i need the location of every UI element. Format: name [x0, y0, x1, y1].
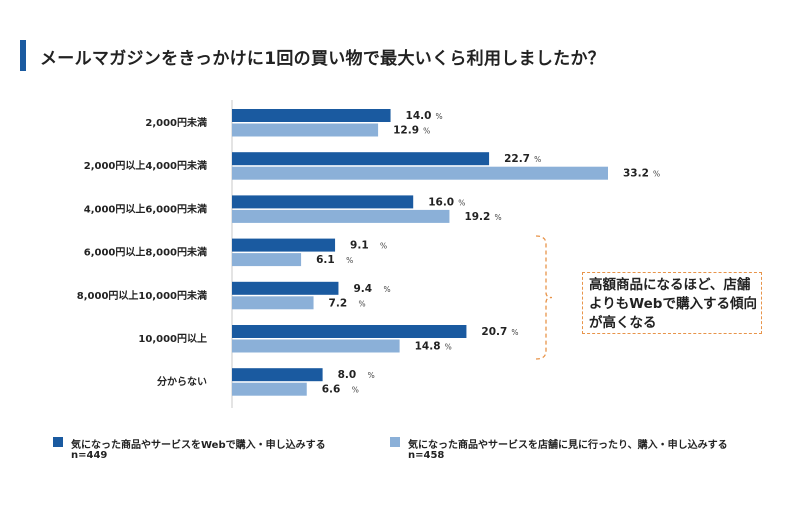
- bar-store: [232, 253, 302, 267]
- data-label: 6.1: [316, 254, 335, 266]
- bar-web: [232, 281, 339, 295]
- bar-store: [232, 339, 400, 353]
- data-label: 16.0: [428, 196, 454, 208]
- data-label: 22.7: [504, 153, 530, 165]
- bar-store: [232, 382, 307, 396]
- legend-swatch-store: [390, 437, 400, 447]
- data-label: 7.2: [329, 297, 348, 309]
- category-label: 10,000円以上: [138, 332, 207, 345]
- legend-n-web: n=449: [71, 450, 108, 461]
- data-label: 12.9: [393, 125, 419, 137]
- data-label: 9.4: [353, 283, 372, 295]
- data-label-unit: %: [458, 198, 465, 207]
- category-label: 分からない: [157, 375, 207, 388]
- data-label-unit: %: [359, 299, 366, 308]
- data-label: 19.2: [464, 211, 490, 223]
- bar-web: [232, 152, 490, 166]
- bar-web: [232, 325, 467, 338]
- legend-label-web: 気になった商品やサービスをWebで購入・申し込みする: [71, 440, 326, 451]
- bar-web: [232, 368, 323, 382]
- data-label: 20.7: [481, 326, 507, 338]
- annotation-callout: 高額商品になるほど、店舗 よりもWebで購入する傾向 が高くなる: [582, 272, 762, 334]
- data-label: 33.2: [623, 168, 649, 180]
- callout-line: 高額商品になるほど、店舗: [589, 277, 751, 293]
- data-label-unit: %: [534, 155, 541, 164]
- bar-store: [232, 123, 379, 137]
- bar-web: [232, 238, 336, 252]
- category-label: 6,000円以上8,000円未満: [84, 246, 207, 259]
- bar-web: [232, 195, 414, 209]
- data-label-unit: %: [383, 285, 390, 294]
- chart-title: メールマガジンをきっかけに1回の買い物で最大いくら利用しましたか？: [40, 49, 606, 69]
- callout-line: よりもWebで購入する傾向: [589, 296, 757, 312]
- data-label-unit: %: [346, 256, 353, 265]
- category-label: 4,000円以上6,000円未満: [84, 202, 207, 215]
- data-label-unit: %: [511, 328, 518, 337]
- data-label: 9.1: [350, 240, 369, 252]
- bar-store: [232, 209, 450, 223]
- data-label-unit: %: [445, 343, 452, 352]
- data-label-unit: %: [352, 386, 359, 395]
- data-label-unit: %: [368, 371, 375, 380]
- data-label: 14.8: [415, 341, 441, 353]
- data-label-unit: %: [423, 127, 430, 136]
- data-label: 14.0: [406, 110, 432, 122]
- bar-store: [232, 296, 314, 310]
- category-label: 2,000円以上4,000円未満: [84, 159, 207, 172]
- annotation-bracket: [535, 235, 553, 360]
- category-label: 2,000円未満: [145, 116, 207, 129]
- title-accent-bar: [20, 40, 26, 71]
- bar-store: [232, 166, 608, 180]
- category-label: 8,000円以上10,000円未満: [77, 289, 207, 302]
- data-label: 8.0: [338, 369, 357, 381]
- legend-label-store: 気になった商品やサービスを店舗に見に行ったり、購入・申し込みする: [408, 440, 728, 451]
- data-label-unit: %: [653, 170, 660, 179]
- data-label: 6.6: [322, 384, 341, 396]
- data-label-unit: %: [436, 112, 443, 121]
- data-label-unit: %: [494, 213, 501, 222]
- legend-swatch-web: [53, 437, 63, 447]
- bar-web: [232, 109, 391, 122]
- data-label-unit: %: [380, 242, 387, 251]
- legend-n-store: n=458: [408, 450, 445, 461]
- callout-line: が高くなる: [589, 315, 657, 331]
